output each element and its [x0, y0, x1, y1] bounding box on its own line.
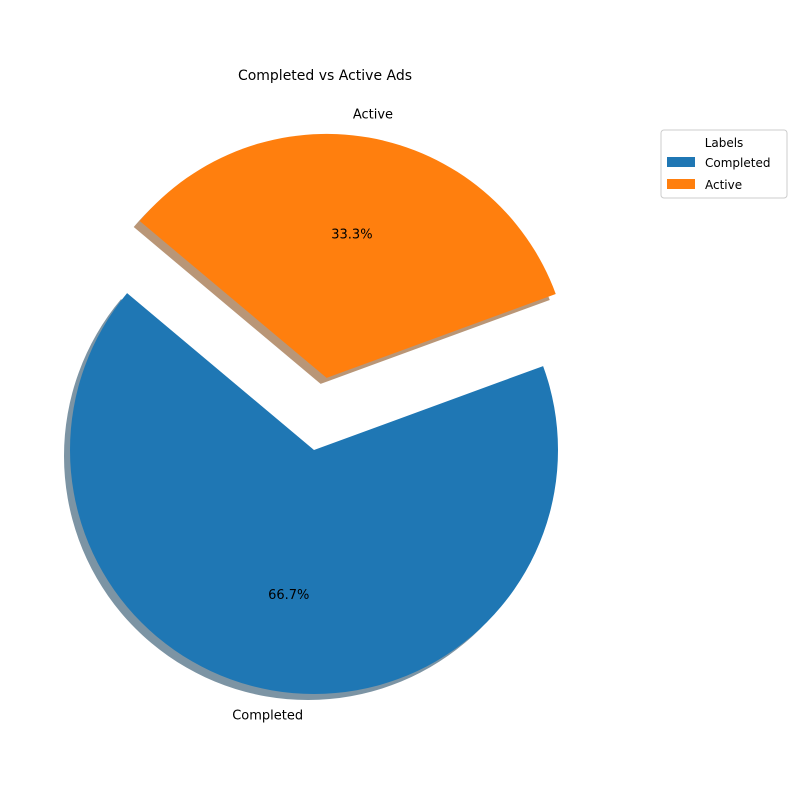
- pie-slice-completed: [69, 293, 559, 694]
- legend-label-active: Active: [705, 178, 742, 192]
- legend: Labels Completed Active: [660, 129, 788, 199]
- category-label-active: Active: [353, 108, 393, 123]
- pct-label-completed: 66.7%: [268, 588, 309, 603]
- pct-label-active: 33.3%: [331, 228, 372, 243]
- slice-labels: 66.7% Completed 33.3% Active: [232, 108, 393, 724]
- legend-swatch-completed: [667, 157, 695, 167]
- category-label-completed: Completed: [232, 708, 303, 723]
- legend-title: Labels: [705, 136, 744, 150]
- pie-slice-active: [139, 133, 556, 378]
- chart-title: Completed vs Active Ads: [238, 68, 412, 84]
- legend-label-completed: Completed: [705, 156, 770, 170]
- legend-swatch-active: [667, 179, 695, 189]
- pie-slices: [69, 133, 559, 694]
